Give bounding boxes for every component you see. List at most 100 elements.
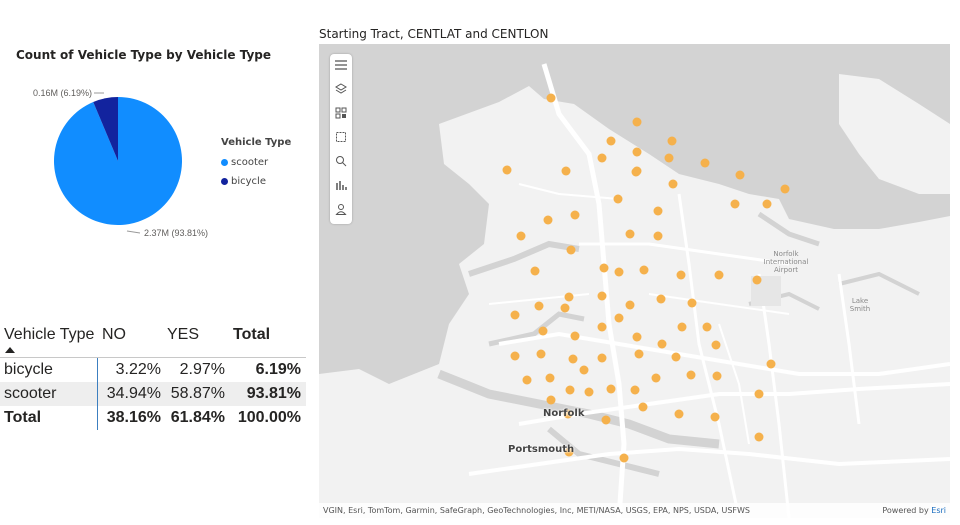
tract-point[interactable] bbox=[530, 266, 540, 276]
tract-point[interactable] bbox=[667, 136, 677, 146]
tract-point[interactable] bbox=[639, 265, 649, 275]
tract-point[interactable] bbox=[563, 409, 573, 419]
tract-point[interactable] bbox=[674, 409, 684, 419]
tract-point[interactable] bbox=[564, 447, 574, 457]
pie-legend: Vehicle Type scooter bicycle bbox=[221, 137, 291, 191]
tract-point[interactable] bbox=[677, 322, 687, 332]
tract-point[interactable] bbox=[712, 371, 722, 381]
tract-point[interactable] bbox=[711, 340, 721, 350]
tract-point[interactable] bbox=[546, 395, 556, 405]
tract-point[interactable] bbox=[700, 158, 710, 168]
tract-point[interactable] bbox=[536, 349, 546, 359]
tract-point[interactable] bbox=[579, 365, 589, 375]
layers-icon[interactable] bbox=[333, 81, 349, 97]
search-icon[interactable] bbox=[333, 153, 349, 169]
tract-point[interactable] bbox=[606, 136, 616, 146]
tract-point[interactable] bbox=[625, 229, 635, 239]
tract-point[interactable] bbox=[510, 351, 520, 361]
tract-point[interactable] bbox=[545, 373, 555, 383]
tract-point[interactable] bbox=[754, 389, 764, 399]
tract-point[interactable] bbox=[516, 231, 526, 241]
label-lake-smith: Lake Smith bbox=[849, 297, 871, 313]
tract-point[interactable] bbox=[570, 210, 580, 220]
tract-point[interactable] bbox=[651, 373, 661, 383]
tract-point[interactable] bbox=[653, 206, 663, 216]
tract-point[interactable] bbox=[597, 291, 607, 301]
tract-point[interactable] bbox=[657, 339, 667, 349]
tract-point[interactable] bbox=[631, 167, 641, 177]
tract-point[interactable] bbox=[638, 402, 648, 412]
tract-point[interactable] bbox=[564, 292, 574, 302]
tract-point[interactable] bbox=[754, 432, 764, 442]
tract-point[interactable] bbox=[702, 322, 712, 332]
row-label[interactable]: scooter bbox=[4, 385, 57, 402]
qr-icon[interactable] bbox=[333, 105, 349, 121]
tract-point[interactable] bbox=[634, 349, 644, 359]
header-yes[interactable]: YES bbox=[167, 326, 200, 343]
tract-point[interactable] bbox=[510, 310, 520, 320]
tract-point[interactable] bbox=[613, 194, 623, 204]
tract-point[interactable] bbox=[710, 412, 720, 422]
header-vehicle-type[interactable]: Vehicle Type bbox=[4, 326, 95, 343]
tract-point[interactable] bbox=[752, 275, 762, 285]
tract-point[interactable] bbox=[614, 313, 624, 323]
tract-point[interactable] bbox=[664, 153, 674, 163]
row-label[interactable]: bicycle bbox=[4, 361, 53, 378]
tract-point[interactable] bbox=[584, 387, 594, 397]
tract-point[interactable] bbox=[630, 385, 640, 395]
header-total[interactable]: Total bbox=[233, 326, 271, 343]
sort-ascending-icon[interactable] bbox=[5, 347, 15, 353]
tract-point[interactable] bbox=[534, 301, 544, 311]
tract-point[interactable] bbox=[653, 231, 663, 241]
tract-point[interactable] bbox=[561, 166, 571, 176]
tract-point[interactable] bbox=[546, 93, 556, 103]
tract-point[interactable] bbox=[522, 375, 532, 385]
select-rect-icon[interactable] bbox=[333, 129, 349, 145]
tract-point[interactable] bbox=[599, 263, 609, 273]
tract-point[interactable] bbox=[668, 179, 678, 189]
tract-point[interactable] bbox=[656, 294, 666, 304]
table-row: scooter 34.94% 58.87% 93.81% bbox=[0, 382, 306, 406]
powered-by: Powered by Esri bbox=[882, 506, 946, 515]
tract-point[interactable] bbox=[597, 153, 607, 163]
tract-point[interactable] bbox=[714, 270, 724, 280]
tract-point[interactable] bbox=[676, 270, 686, 280]
tract-point[interactable] bbox=[632, 117, 642, 127]
esri-link[interactable]: Esri bbox=[931, 506, 946, 515]
legend-item-bicycle[interactable]: bicycle bbox=[221, 172, 291, 191]
tract-point[interactable] bbox=[568, 354, 578, 364]
tract-point[interactable] bbox=[730, 199, 740, 209]
tract-point[interactable] bbox=[686, 370, 696, 380]
tract-point[interactable] bbox=[671, 352, 681, 362]
tract-point[interactable] bbox=[614, 267, 624, 277]
tract-point[interactable] bbox=[502, 165, 512, 175]
pie-chart[interactable]: 0.16M (6.19%) 2.37M (93.81%) bbox=[0, 70, 220, 250]
tract-point[interactable] bbox=[543, 215, 553, 225]
person-icon[interactable] bbox=[333, 201, 349, 217]
tract-point[interactable] bbox=[538, 326, 548, 336]
tract-point[interactable] bbox=[632, 147, 642, 157]
menu-icon[interactable] bbox=[333, 57, 349, 73]
tract-point[interactable] bbox=[735, 170, 745, 180]
tract-point[interactable] bbox=[780, 184, 790, 194]
tract-point[interactable] bbox=[766, 359, 776, 369]
bar-chart-icon[interactable] bbox=[333, 177, 349, 193]
tract-point[interactable] bbox=[632, 332, 642, 342]
tract-point[interactable] bbox=[606, 384, 616, 394]
tract-point[interactable] bbox=[619, 453, 629, 463]
map-canvas[interactable]: Norfolk Portsmouth Norfolk International… bbox=[319, 44, 950, 518]
pie-slice-scooter[interactable] bbox=[53, 97, 182, 225]
tract-point[interactable] bbox=[762, 199, 772, 209]
tract-point[interactable] bbox=[625, 300, 635, 310]
tract-point[interactable] bbox=[597, 353, 607, 363]
tract-point[interactable] bbox=[566, 245, 576, 255]
tract-point[interactable] bbox=[687, 298, 697, 308]
header-no[interactable]: NO bbox=[102, 326, 126, 343]
tract-point[interactable] bbox=[597, 322, 607, 332]
tract-point[interactable] bbox=[565, 385, 575, 395]
legend-item-scooter[interactable]: scooter bbox=[221, 153, 291, 172]
tract-point[interactable] bbox=[570, 331, 580, 341]
tract-point[interactable] bbox=[560, 303, 570, 313]
pie-slice-bicycle[interactable] bbox=[93, 97, 118, 161]
tract-point[interactable] bbox=[601, 415, 611, 425]
